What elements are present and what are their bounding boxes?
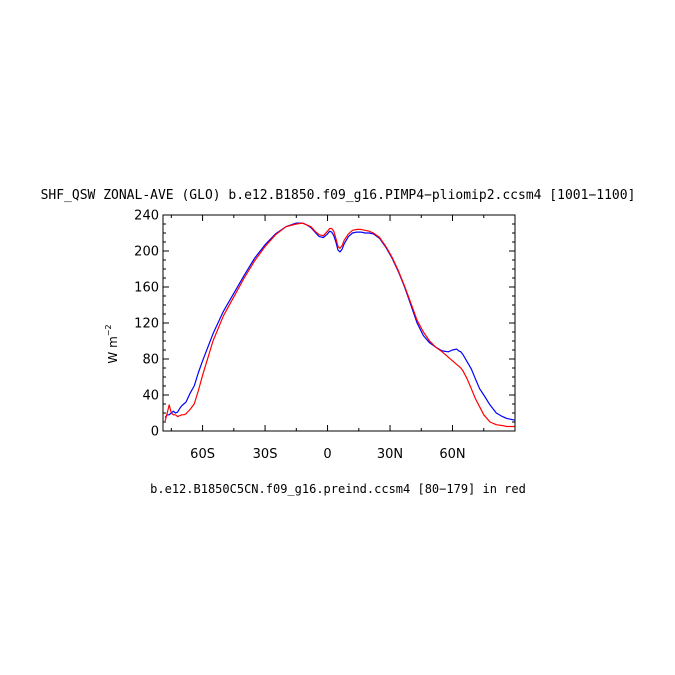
- y-tick-label-3: 120: [134, 317, 159, 332]
- y-axis-label-main: W m: [106, 336, 120, 363]
- x-tick-label-3: 30N: [377, 447, 403, 462]
- series-line-1: [164, 222, 515, 428]
- chart-footnote: b.e12.B1850C5CN.f09_g16.preind.ccsm4 [80…: [150, 482, 526, 496]
- plot-area: 0 40 80 120 160 200 240 60S 30S 0 30N 60N: [134, 209, 516, 462]
- y-tick-label-4: 160: [134, 281, 159, 296]
- y-tick-label-6: 240: [134, 209, 159, 224]
- y-tick-label-0: 0: [151, 425, 159, 440]
- y-tick-label-5: 200: [134, 245, 159, 260]
- chart-title: SHF_QSW ZONAL-AVE (GLO) b.e12.B1850.f09_…: [41, 188, 636, 203]
- series-line-0: [164, 222, 516, 421]
- y-axis-label-exponent: −2: [104, 324, 113, 336]
- x-tick-label-2: 0: [323, 447, 331, 462]
- y-axis-label: W m−2: [104, 324, 120, 363]
- x-tick-label-4: 60N: [439, 447, 465, 462]
- x-tick-label-0: 60S: [190, 447, 215, 462]
- x-tick-label-1: 30S: [253, 447, 278, 462]
- y-tick-label-2: 80: [142, 353, 159, 368]
- y-tick-label-1: 40: [142, 389, 159, 404]
